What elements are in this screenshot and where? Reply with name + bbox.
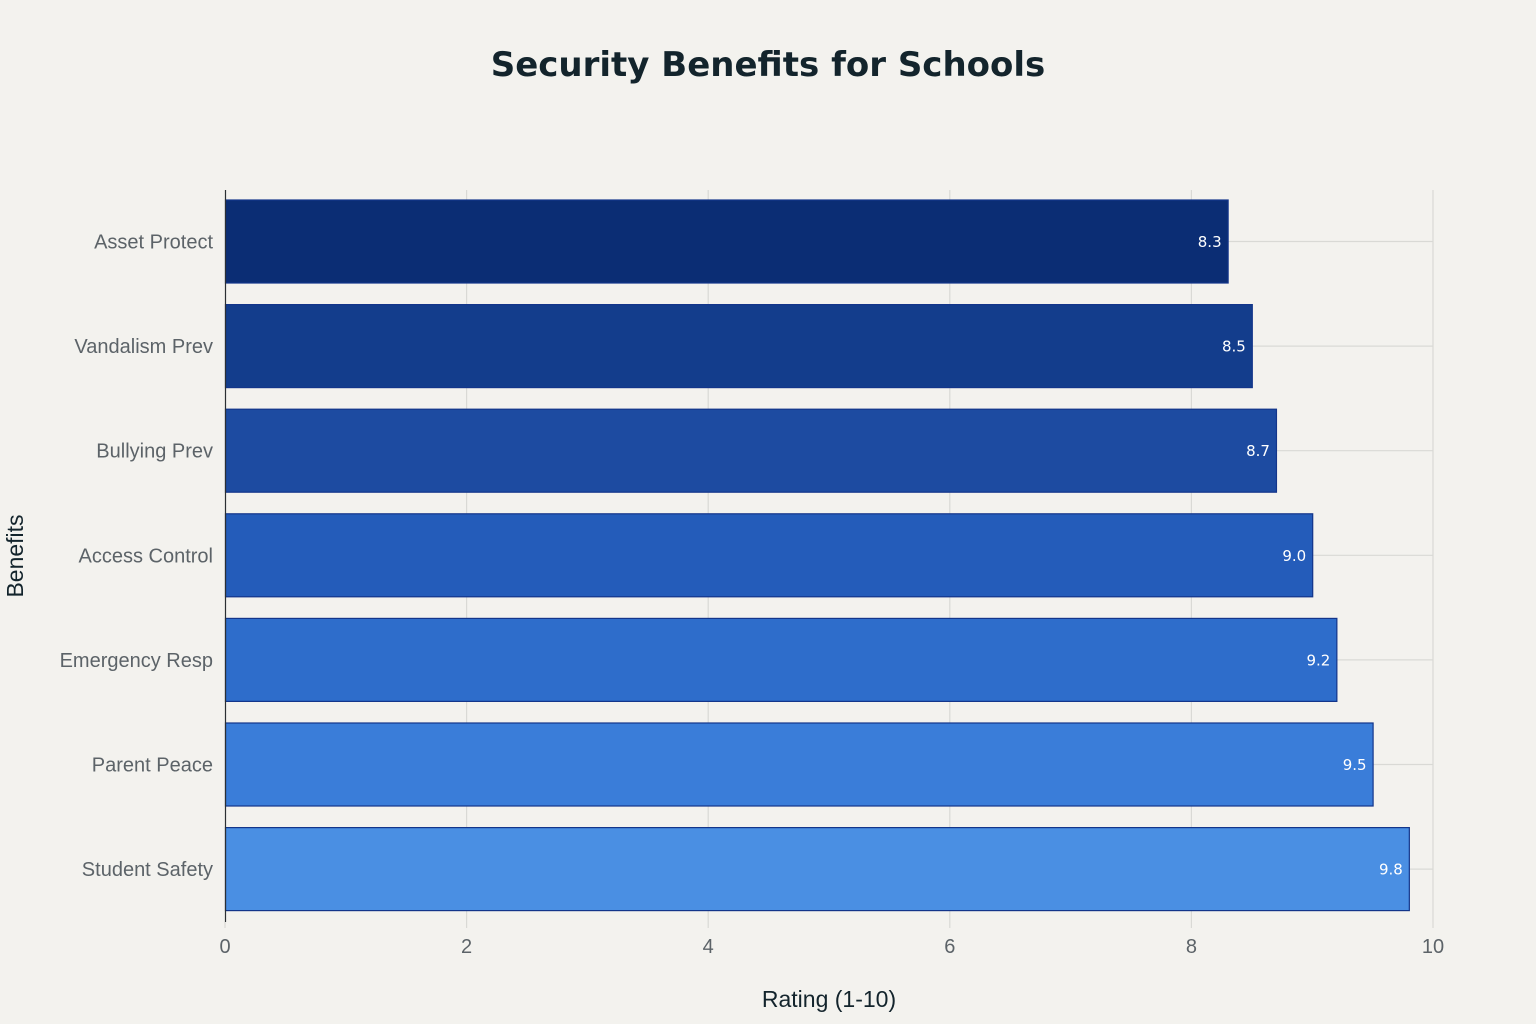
chart-title: Security Benefits for Schools bbox=[491, 45, 1046, 85]
data-label: 8.7 bbox=[1246, 442, 1270, 460]
category-label: Student Safety bbox=[82, 859, 213, 881]
data-label: 9.5 bbox=[1343, 756, 1367, 774]
category-label: Emergency Resp bbox=[60, 650, 213, 672]
x-tick-label: 4 bbox=[703, 936, 714, 958]
bar bbox=[224, 304, 1253, 389]
bar bbox=[224, 617, 1338, 703]
data-label: 9.8 bbox=[1379, 861, 1403, 879]
y-axis-title: Benefits bbox=[2, 514, 28, 597]
category-label: Bullying Prev bbox=[96, 441, 213, 463]
category-labels: Asset Protect Vandalism Prev Bullying Prev… bbox=[60, 232, 214, 882]
category-label: Asset Protect bbox=[94, 232, 213, 254]
x-tick-label: 0 bbox=[219, 936, 230, 958]
x-tick-label: 2 bbox=[461, 936, 472, 958]
bar bbox=[224, 826, 1410, 912]
bar bbox=[224, 513, 1314, 598]
x-tick-label: 10 bbox=[1422, 936, 1444, 958]
data-label: 8.3 bbox=[1198, 233, 1222, 251]
category-label: Parent Peace bbox=[92, 755, 213, 777]
x-tick-label: 6 bbox=[944, 936, 955, 958]
x-tick-label: 8 bbox=[1186, 936, 1197, 958]
bars: 8.3 8.5 8.7 9.0 9.2 9.5 9.8 bbox=[224, 199, 1410, 912]
data-label: 8.5 bbox=[1222, 338, 1246, 356]
data-label: 9.0 bbox=[1282, 547, 1306, 565]
category-label: Vandalism Prev bbox=[74, 336, 213, 358]
bar bbox=[224, 722, 1374, 807]
data-label: 9.2 bbox=[1307, 651, 1331, 669]
category-label: Access Control bbox=[79, 545, 214, 567]
bar bbox=[224, 199, 1229, 284]
x-axis-ticks: 0 2 4 6 8 10 bbox=[219, 922, 1444, 958]
bar bbox=[224, 408, 1278, 493]
x-axis-title: Rating (1-10) bbox=[762, 986, 896, 1012]
